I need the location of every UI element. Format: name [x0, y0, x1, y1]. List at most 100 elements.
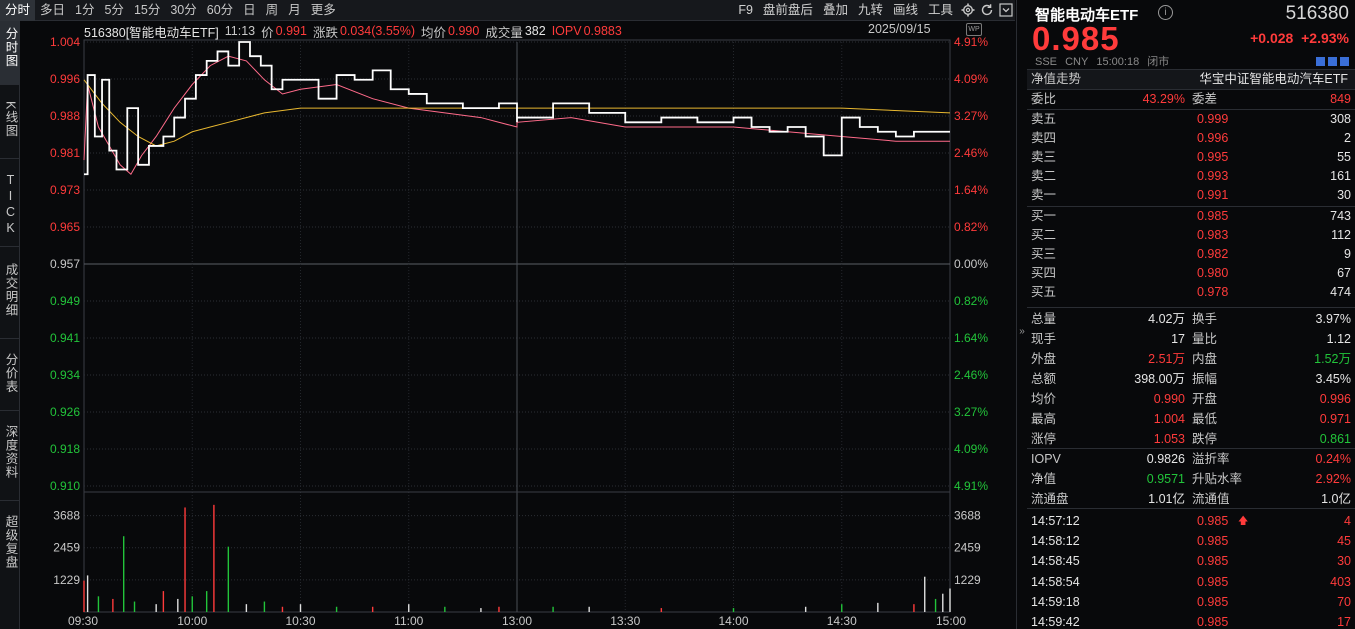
ask-row: 卖二 0.993 161	[1031, 167, 1353, 186]
chart-date: 2025/09/15	[868, 22, 931, 36]
ask-row: 卖一 0.991 30	[1031, 186, 1353, 205]
side-tab-label: TICK	[3, 173, 18, 237]
tool-f9[interactable]: F9	[738, 2, 753, 17]
dropdown-icon[interactable]	[996, 1, 1015, 20]
security-title: 智能电动车ETF	[1035, 7, 1139, 24]
edit-icon[interactable]	[1316, 57, 1325, 66]
timeframe-tab[interactable]: 分时	[0, 0, 36, 21]
stat-value: 3.97%	[1315, 312, 1351, 326]
market-closed: 闭市	[1147, 56, 1170, 68]
pct-tick-label: 0.00%	[954, 257, 988, 271]
nav-trend-row[interactable]: 净值走势 华宝中证智能电动汽车ETF	[1027, 70, 1355, 89]
price-change: +0.028 +2.93%	[1250, 30, 1349, 46]
iopv-label: IOPV	[551, 24, 582, 38]
bid-price: 0.978	[1197, 285, 1229, 299]
side-tab-super-review[interactable]: 超级复盘	[0, 509, 20, 591]
stat-value: 3.45%	[1315, 372, 1351, 386]
etf-stat-label: 流通盘	[1031, 492, 1069, 506]
pct-tick-label: 3.27%	[954, 405, 988, 419]
timeframe-tab[interactable]: 月	[288, 2, 301, 17]
ask-price: 0.996	[1197, 131, 1229, 145]
last-price: 0.985	[1032, 20, 1120, 57]
time-tick-label: 13:30	[610, 614, 640, 628]
collapse-arrow-icon[interactable]: »	[1019, 326, 1025, 337]
chart-info-line: 516380[智能电动车ETF] 11:13 价 0.991 涨跌 0.034(…	[84, 22, 628, 40]
tick-time: 14:57:12	[1031, 514, 1080, 528]
wp-badge[interactable]: WP	[966, 23, 982, 36]
tool-tools[interactable]: 工具	[927, 2, 953, 17]
tool-overlay[interactable]: 叠加	[822, 2, 848, 17]
timeframe-tab[interactable]: 60分	[206, 2, 234, 17]
tool-nine-turn[interactable]: 九转	[857, 2, 883, 17]
side-tab-intraday[interactable]: 分时图	[0, 21, 20, 85]
stat-label: 总额	[1031, 372, 1057, 386]
stat-value: 0.861	[1319, 432, 1351, 446]
tick-volume: 70	[1337, 594, 1351, 609]
timeframe-tab[interactable]: 多日	[40, 2, 66, 17]
timeframe-tab[interactable]: 30分	[170, 2, 197, 17]
side-tab-label: 成交明细	[3, 263, 18, 317]
ask-volume: 2	[1344, 131, 1351, 145]
ask-volume: 55	[1337, 150, 1351, 164]
timeframe-tab[interactable]: 1分	[75, 2, 95, 17]
tracking-index: 华宝中证智能电动汽车ETF	[1199, 72, 1348, 86]
tick-volume: 30	[1337, 554, 1351, 569]
side-tabs: 分时图 K线图 TICK 成交明细 分价表 深度资料 超级复盘	[0, 21, 20, 629]
ask-price: 0.991	[1197, 188, 1229, 202]
tick-time: 14:58:54	[1031, 574, 1080, 589]
stat-label: 内盘	[1192, 352, 1218, 366]
bid-volume: 112	[1331, 228, 1351, 242]
gear-icon[interactable]	[958, 1, 977, 20]
etf-stat-row: 净值 0.9571 升贴水率 2.92%	[1031, 470, 1353, 489]
pct-tick-label: 2.46%	[954, 368, 988, 382]
etf-stat-row: IOPV 0.9826 溢折率 0.24%	[1031, 450, 1353, 469]
price-tick-label: 1.004	[50, 35, 80, 49]
timeframe-tab[interactable]: 更多	[310, 2, 336, 17]
webi-value: 43.29%	[1142, 92, 1185, 106]
time-tick-label: 10:00	[177, 614, 207, 628]
bid-row: 买三 0.982 9	[1031, 245, 1353, 264]
price-tick-label: 0.926	[50, 405, 80, 419]
tick-row: 14:58:45 0.985 30	[1031, 552, 1353, 571]
side-tab-depth-info[interactable]: 深度资料	[0, 419, 20, 501]
side-tab-trade-detail[interactable]: 成交明细	[0, 257, 20, 339]
security-name: 516380[智能电动车ETF]	[84, 25, 219, 40]
tool-premarket[interactable]: 盘前盘后	[762, 2, 813, 17]
expand-icon[interactable]	[1340, 57, 1349, 66]
tick-row: 14:59:18 0.985 70	[1031, 593, 1353, 612]
refresh-icon[interactable]	[977, 1, 996, 20]
stat-label: 开盘	[1192, 392, 1218, 406]
ask-volume: 161	[1330, 169, 1351, 183]
price-line	[84, 41, 950, 176]
side-tab-label: K线图	[3, 101, 18, 138]
link-icon[interactable]	[1328, 57, 1337, 66]
timeframe-tab[interactable]: 日	[243, 2, 256, 17]
stat-label: 现手	[1031, 332, 1057, 346]
etf-stat-value: 2.92%	[1315, 472, 1351, 486]
side-tab-kline[interactable]: K线图	[0, 95, 20, 159]
time-tick-label: 10:30	[285, 614, 315, 628]
security-code: 516380	[1285, 3, 1349, 24]
bid-volume: 743	[1330, 209, 1351, 223]
price-tick-label: 0.918	[50, 442, 80, 456]
nav-trend-label: 净值走势	[1031, 72, 1082, 86]
stat-row: 最高 1.004 最低 0.971	[1031, 410, 1353, 429]
stat-label: 最高	[1031, 412, 1057, 426]
intraday-chart[interactable]: 1.004 4.91% 0.996 4.09% 0.988 3.27% 0.981 2.46%…	[0, 0, 1015, 629]
avg-price-line	[83, 79, 951, 147]
bid-label: 买二	[1031, 228, 1057, 242]
timeframe-tab[interactable]: 5分	[104, 2, 124, 17]
side-tab-label: 超级复盘	[3, 515, 18, 569]
side-tab-price-table[interactable]: 分价表	[0, 347, 20, 411]
tick-price: 0.985	[1197, 534, 1229, 549]
etf-stat-label: 溢折率	[1192, 452, 1230, 466]
etf-stat-label: IOPV	[1031, 452, 1061, 466]
timeframe-tab[interactable]: 15分	[133, 2, 161, 17]
info-icon[interactable]: i	[1158, 5, 1173, 20]
stat-value: 1.004	[1153, 412, 1185, 426]
bid-volume: 9	[1344, 247, 1351, 261]
tool-draw-line[interactable]: 画线	[892, 2, 918, 17]
timeframe-tab[interactable]: 周	[265, 2, 279, 17]
side-tab-tick[interactable]: TICK	[0, 167, 20, 247]
etf-stat-value: 1.01亿	[1148, 492, 1185, 506]
